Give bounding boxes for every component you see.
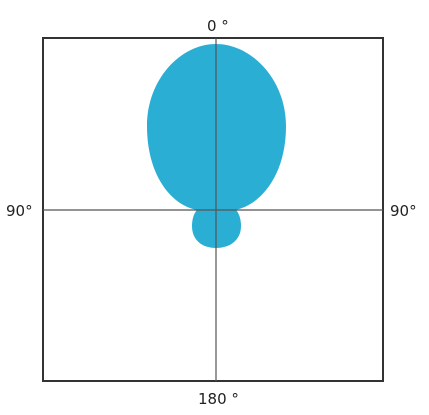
label-top: 0 ° xyxy=(207,17,229,35)
label-left: 90° xyxy=(6,202,33,220)
label-bottom: 180 ° xyxy=(198,390,239,408)
label-right: 90° xyxy=(390,202,417,220)
